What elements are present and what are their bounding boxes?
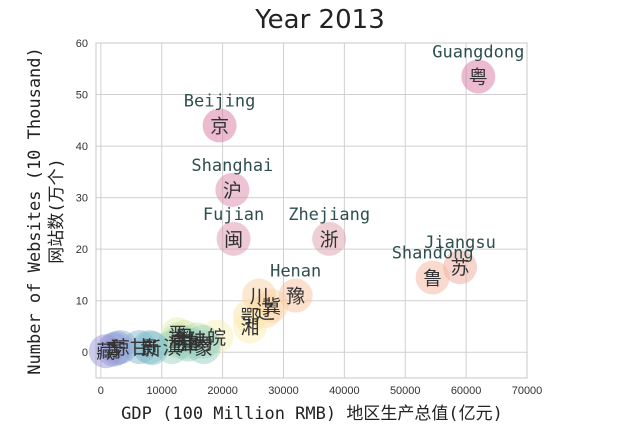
point-abbr-label: 粤: [469, 67, 488, 89]
x-tick-label: 70000: [512, 385, 543, 397]
point-abbr-label: 豫: [286, 286, 305, 308]
data-point: [233, 309, 268, 344]
point-abbr-label: 蒙: [194, 337, 213, 359]
point-abbr-label: 陕: [188, 329, 207, 351]
data-point: [443, 250, 478, 285]
point-name-label: Beijing: [184, 91, 256, 111]
data-points: [88, 59, 496, 369]
point-name-label: Shanghai: [191, 156, 273, 176]
point-abbr-label: 川: [250, 286, 269, 308]
point-name-label: Guangdong: [432, 43, 524, 63]
y-tick-label: 0: [82, 347, 88, 359]
point-abbr-label: 贵: [140, 337, 159, 359]
point-abbr-label: 渝: [168, 329, 187, 351]
x-tick-label: 40000: [329, 385, 360, 397]
point-name-label: Fujian: [203, 205, 264, 225]
point-abbr-label: 鲁: [423, 268, 442, 290]
point-labels: 粤 Guangdong 京 Beijing 沪 Shanghai 闽 Fujian 浙 Zheji…: [96, 43, 524, 364]
point-name-label: Zhejiang: [288, 205, 370, 225]
point-abbr-label: 冀: [262, 296, 281, 318]
point-abbr-label: 晋: [168, 324, 187, 346]
data-point: [312, 221, 347, 256]
point-abbr-label: 内: [194, 332, 213, 354]
x-tick-label: 50000: [390, 385, 421, 397]
point-abbr-label: 京: [210, 115, 229, 137]
point-abbr-label: 青: [104, 340, 123, 362]
point-abbr-label: 闽: [224, 229, 243, 251]
point-abbr-label: 滇: [163, 337, 182, 359]
point-abbr-label: 桂: [179, 332, 198, 354]
data-point: [202, 108, 237, 143]
x-tick-label: 20000: [207, 385, 238, 397]
grid: [96, 42, 528, 378]
point-abbr-label: 苏: [451, 257, 470, 279]
point-abbr-label: 吉: [171, 332, 190, 354]
data-point: [415, 260, 450, 295]
point-abbr-label: 湘: [241, 316, 260, 338]
data-point: [88, 334, 123, 369]
data-point: [171, 327, 206, 362]
point-abbr-label: 新: [142, 338, 161, 360]
x-tick-label: 10000: [146, 385, 177, 397]
y-tick-label: 30: [76, 193, 88, 205]
data-point: [461, 59, 496, 94]
y-tick-label: 20: [76, 244, 88, 256]
chart-title: Year 2013: [254, 5, 384, 35]
x-axis-label: GDP (100 Million RMB) 地区生产总值(亿元): [121, 404, 503, 424]
point-abbr-label: 辽: [256, 301, 275, 323]
y-tick-label: 50: [76, 90, 88, 102]
y-tick-label: 60: [76, 38, 88, 50]
point-abbr-label: 沪: [223, 180, 242, 202]
point-abbr-label: 津: [179, 335, 198, 357]
point-name-label: Jiangsu: [424, 233, 496, 253]
point-abbr-label: 琼: [111, 337, 130, 359]
point-abbr-label: 宁: [107, 338, 126, 360]
point-name-label: Henan: [270, 262, 321, 282]
y-axis-label-line-2: 网站数(万个): [47, 158, 67, 263]
data-point: [215, 172, 250, 207]
point-abbr-label: 黑: [175, 327, 194, 349]
x-tick-label: 30000: [268, 385, 299, 397]
x-tick-label: 60000: [451, 385, 482, 397]
plot-frame: [95, 42, 528, 379]
point-abbr-label: 甘: [130, 337, 149, 359]
point-abbr-label: 藏: [96, 341, 115, 363]
point-abbr-label: 浙: [320, 229, 339, 251]
y-axis-label-line-1: Number of Websites (10 Thousand): [25, 47, 45, 375]
point-name-label: Shandong: [392, 244, 474, 264]
y-tick-label: 40: [76, 141, 88, 153]
y-tick-label: 10: [76, 296, 88, 308]
point-abbr-label: 鄂: [241, 306, 260, 328]
axis-ticks: 0 10000 20000 30000 40000 50000 60000 70000 0 10 2…: [76, 38, 543, 397]
point-abbr-label: 皖: [207, 327, 226, 349]
data-point: [216, 221, 251, 256]
x-tick-label: 0: [98, 385, 104, 397]
